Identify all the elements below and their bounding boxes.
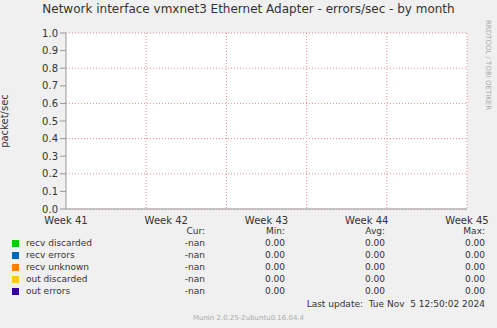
html-text:Avg:: Avg: bbox=[365, 226, 385, 236]
html-text:0.00: 0.00 bbox=[365, 262, 385, 272]
svg-text:0.2: 0.2 bbox=[42, 168, 58, 179]
html-text:recv unknown: recv unknown bbox=[26, 262, 90, 272]
html-text:-nan: -nan bbox=[184, 262, 205, 272]
html-text:0.00: 0.00 bbox=[465, 250, 485, 260]
svg-text:0.9: 0.9 bbox=[42, 45, 58, 56]
svg-text:0.0: 0.0 bbox=[42, 204, 58, 215]
html-text:0.00: 0.00 bbox=[265, 286, 285, 296]
html-text:out errors: out errors bbox=[26, 286, 71, 296]
html-text:-nan: -nan bbox=[184, 238, 205, 248]
svg-text:0.4: 0.4 bbox=[42, 133, 58, 144]
html-text:0.00: 0.00 bbox=[465, 286, 485, 296]
svg-text:0.3: 0.3 bbox=[42, 151, 58, 162]
svg-text:1.0: 1.0 bbox=[42, 28, 58, 39]
html-text:0.00: 0.00 bbox=[465, 262, 485, 272]
html-text:0.00: 0.00 bbox=[365, 250, 385, 260]
html-text:out discarded: out discarded bbox=[26, 274, 88, 284]
html-text:0.00: 0.00 bbox=[265, 250, 285, 260]
svg-text:Week 44: Week 44 bbox=[345, 215, 388, 225]
html-text:0.00: 0.00 bbox=[365, 286, 385, 296]
html-text:Last update: Tue Nov 5 12:50:0: Last update: Tue Nov 5 12:50:02 2024 bbox=[306, 299, 485, 309]
svg-text:0.6: 0.6 bbox=[42, 98, 58, 109]
html-text:-nan: -nan bbox=[184, 286, 205, 296]
html-text:-nan: -nan bbox=[184, 250, 205, 260]
svg-text:Week 41: Week 41 bbox=[44, 215, 87, 225]
svg-text:packet/sec: packet/sec bbox=[8, 94, 10, 148]
svg-text:0.7: 0.7 bbox=[42, 80, 58, 91]
html-text:Network interface vmxnet3 Ethe: Network interface vmxnet3 Ethernet Adapt… bbox=[42, 2, 455, 16]
html-text:RRDTOOL / TOBI OETIKER: RRDTOOL / TOBI OETIKER bbox=[484, 20, 492, 111]
html-text:0.00: 0.00 bbox=[365, 238, 385, 248]
html-text:0.00: 0.00 bbox=[465, 238, 485, 248]
html-text:0.00: 0.00 bbox=[265, 262, 285, 272]
html-text:Munin 2.0.25-2ubuntu0.16.04.4: Munin 2.0.25-2ubuntu0.16.04.4 bbox=[192, 314, 304, 322]
svg-text:0.8: 0.8 bbox=[42, 63, 58, 74]
svg-text:Week 42: Week 42 bbox=[145, 215, 188, 225]
html-text:0.00: 0.00 bbox=[365, 274, 385, 284]
html-text:0.00: 0.00 bbox=[265, 274, 285, 284]
svg-text:Week 45: Week 45 bbox=[445, 215, 488, 225]
html-text:0.00: 0.00 bbox=[465, 274, 485, 284]
html-text:Cur:: Cur: bbox=[186, 226, 205, 236]
html-text:0.00: 0.00 bbox=[265, 238, 285, 248]
html-text:recv discarded: recv discarded bbox=[26, 238, 92, 248]
svg-text:0.5: 0.5 bbox=[42, 116, 58, 127]
html-text:Min:: Min: bbox=[266, 226, 285, 236]
html-text:Max:: Max: bbox=[463, 226, 485, 236]
html-text:recv errors: recv errors bbox=[26, 250, 75, 260]
html-text:-nan: -nan bbox=[184, 274, 205, 284]
svg-text:0.1: 0.1 bbox=[42, 186, 58, 197]
svg-text:Week 43: Week 43 bbox=[245, 215, 288, 225]
